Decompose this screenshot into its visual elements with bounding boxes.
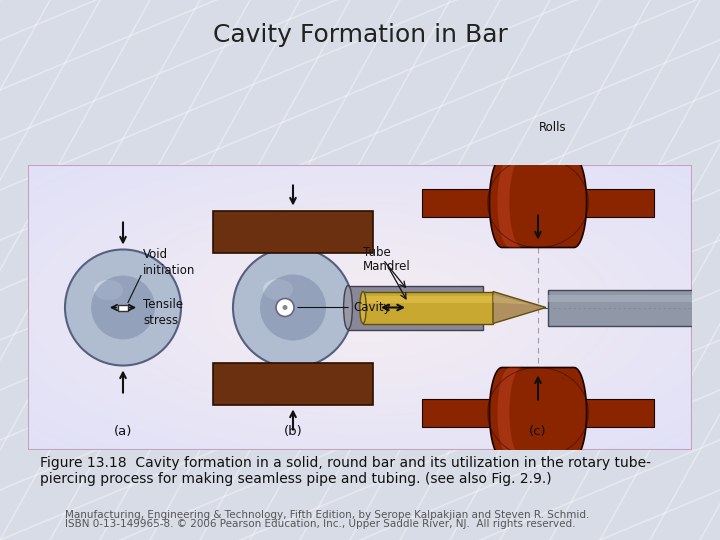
Text: (a): (a) <box>114 426 132 438</box>
Bar <box>118 305 128 310</box>
Circle shape <box>91 275 155 340</box>
Bar <box>574 188 654 217</box>
Bar <box>548 289 713 326</box>
Bar <box>213 211 373 253</box>
Circle shape <box>233 247 353 368</box>
Polygon shape <box>498 158 522 247</box>
Bar <box>422 399 502 427</box>
Polygon shape <box>493 295 531 305</box>
Polygon shape <box>493 292 546 323</box>
Text: Mandrel: Mandrel <box>363 260 410 273</box>
Circle shape <box>260 274 326 341</box>
Ellipse shape <box>263 279 293 300</box>
Bar <box>348 286 483 329</box>
Bar <box>363 292 493 323</box>
Bar <box>574 399 654 427</box>
Bar <box>548 295 713 302</box>
Ellipse shape <box>708 289 718 326</box>
Ellipse shape <box>343 286 352 329</box>
Text: Cavity Formation in Bar: Cavity Formation in Bar <box>212 23 508 47</box>
Polygon shape <box>490 368 587 457</box>
Text: Tube: Tube <box>363 246 391 259</box>
Bar <box>363 295 493 303</box>
Circle shape <box>282 305 287 310</box>
Polygon shape <box>498 368 522 457</box>
Text: Tensile
stress: Tensile stress <box>143 299 183 327</box>
Text: Manufacturing, Engineering & Technology, Fifth Edition, by Serope Kalpakjian and: Manufacturing, Engineering & Technology,… <box>65 510 589 521</box>
Circle shape <box>276 299 294 316</box>
Text: (c): (c) <box>529 426 546 438</box>
Ellipse shape <box>360 292 366 323</box>
Text: ISBN 0-13-149965-8. © 2006 Pearson Education, Inc., Upper Saddle River, NJ.  All: ISBN 0-13-149965-8. © 2006 Pearson Educa… <box>65 519 575 530</box>
Bar <box>422 188 502 217</box>
Ellipse shape <box>94 280 123 300</box>
Text: Void
initiation: Void initiation <box>143 248 195 276</box>
Text: (b): (b) <box>284 426 302 438</box>
Text: Figure 13.18  Cavity formation in a solid, round bar and its utilization in the : Figure 13.18 Cavity formation in a solid… <box>40 456 651 487</box>
Polygon shape <box>490 158 587 247</box>
Text: Rolls: Rolls <box>539 121 567 134</box>
Bar <box>213 362 373 404</box>
Circle shape <box>65 249 181 366</box>
Text: Cavity: Cavity <box>353 301 391 314</box>
